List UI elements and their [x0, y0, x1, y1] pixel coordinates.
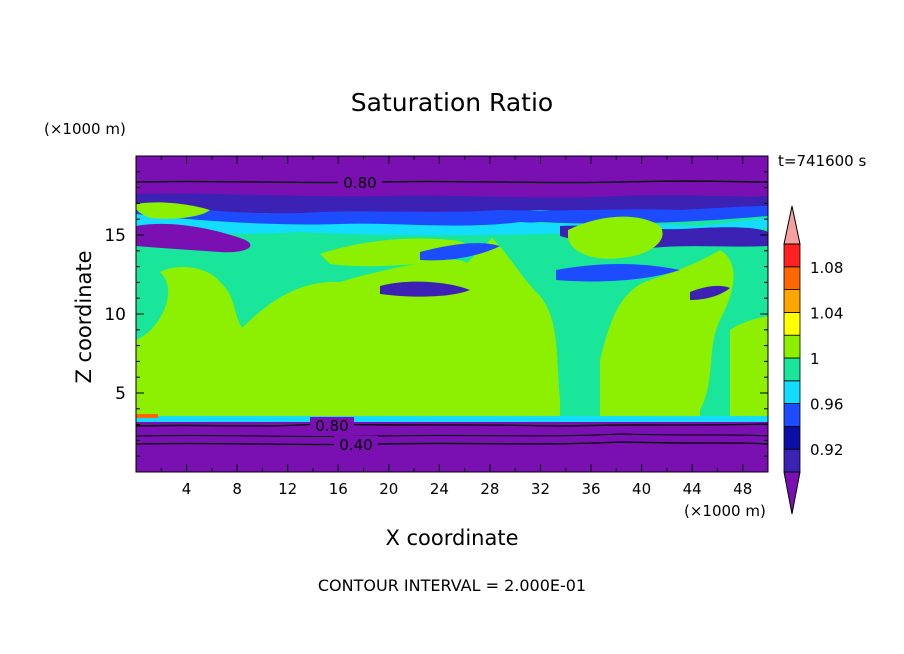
colorbar-segment: [783, 266, 801, 290]
contour-line: [136, 423, 768, 427]
x-tick-label: 4: [182, 480, 192, 498]
x-tick-label: 44: [683, 480, 702, 498]
x-tick-label: 20: [379, 480, 398, 498]
contour-label: 0.80: [315, 417, 348, 435]
x-tick-label: 12: [278, 480, 297, 498]
contour-label-bg: [338, 174, 382, 190]
contour-labels: 0.800.800.40: [310, 174, 382, 454]
streak-mid-purple: [380, 281, 470, 297]
colorbar-segment: [783, 289, 801, 313]
colorbar-extend-low: [783, 471, 801, 515]
contour-line: [136, 433, 768, 438]
x-tick-label: 36: [581, 480, 600, 498]
y-unit-label: (×1000 m): [44, 120, 126, 138]
x-tick-label: 40: [632, 480, 651, 498]
contour-label-bg: [334, 436, 378, 452]
contour-label: 0.40: [339, 436, 372, 454]
colorbar-label: 0.96: [810, 396, 843, 414]
colorbar-label: 1.08: [810, 259, 843, 277]
chart-title: Saturation Ratio: [350, 88, 554, 117]
colorbar-label: 0.92: [810, 441, 843, 459]
patch-upper-left-green: [136, 202, 210, 219]
contour-label-bg: [310, 417, 354, 433]
patch-upper-left-purple: [136, 223, 251, 253]
colorbar-segment: [783, 357, 801, 382]
y-tick-label: 10: [104, 305, 126, 325]
cloud-right-edge: [730, 316, 768, 420]
contour-field: [136, 156, 768, 472]
colorbar-segment: [783, 380, 801, 404]
colorbar-label: 1: [810, 350, 820, 368]
contour-line: [136, 180, 768, 184]
colorbar-segment: [783, 403, 801, 427]
y-axis-label: Z coordinate: [72, 250, 96, 384]
cloud-center-peak: [440, 238, 560, 420]
colorbar-segment: [783, 311, 801, 336]
cloud-center-left: [240, 259, 474, 420]
streak-right-purple: [690, 285, 730, 300]
colorbar: 0.92 0.96 1 1.04 1.08: [783, 205, 843, 515]
contour-line: [136, 441, 768, 446]
y-tick-label: 15: [104, 226, 126, 246]
colorbar-extend-high: [783, 205, 801, 245]
band-bottom-orange: [136, 414, 158, 418]
y-tick-label: 5: [115, 384, 126, 404]
contour-label: 0.80: [343, 174, 376, 192]
streak-mid-blue: [420, 243, 500, 261]
time-label: t=741600 s: [778, 152, 867, 170]
x-tick-label: 28: [480, 480, 499, 498]
x-tick-label: 8: [232, 480, 242, 498]
band-bottom-purple: [136, 422, 768, 472]
x-tick-label: 32: [531, 480, 550, 498]
x-tick-label: 16: [329, 480, 348, 498]
colorbar-segment: [783, 334, 801, 359]
x-tick-label: 48: [733, 480, 752, 498]
colorbar-label: 1.04: [810, 304, 843, 322]
x-axis-ticks: 4 8 12 16 20 24 28 32 36 40 44 48: [160, 156, 752, 498]
band-bottom-cyan: [136, 416, 768, 424]
cloud-upper-right: [568, 216, 663, 259]
y-axis-ticks: 5 10 15: [104, 171, 768, 457]
colorbar-segment: [783, 425, 801, 450]
streak-right-blue: [556, 264, 680, 282]
colorbar-segment: [783, 448, 801, 473]
x-tick-label: 24: [430, 480, 449, 498]
contour-interval-label: CONTOUR INTERVAL = 2.000E-01: [317, 576, 587, 595]
x-unit-label: (×1000 m): [684, 502, 766, 520]
x-axis-label: X coordinate: [385, 526, 519, 550]
colorbar-segment: [783, 243, 801, 268]
